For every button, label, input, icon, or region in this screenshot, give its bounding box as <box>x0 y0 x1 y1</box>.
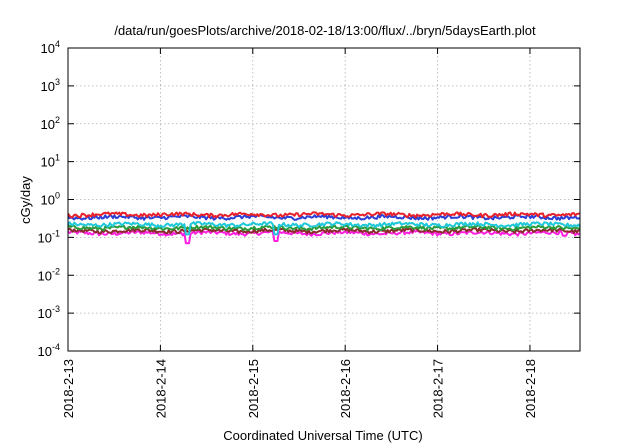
y-tick-base: 10 <box>38 268 52 283</box>
y-tick-label: 100 <box>41 191 60 208</box>
series-line <box>67 211 581 219</box>
y-tick-label: 104 <box>41 39 60 56</box>
y-tick-label: 10-3 <box>38 304 60 321</box>
series-line <box>67 229 581 245</box>
grid <box>67 47 580 352</box>
y-tick-exponent: -2 <box>52 266 60 276</box>
y-tick-label: 10-4 <box>38 342 60 359</box>
y-tick-exponent: 4 <box>55 39 60 49</box>
y-tick-base: 10 <box>41 155 55 170</box>
y-tick-base: 10 <box>38 230 52 245</box>
y-tick-exponent: 3 <box>55 77 60 87</box>
y-tick-exponent: 1 <box>55 153 60 163</box>
series-group <box>67 211 581 245</box>
y-tick-label: 103 <box>41 77 60 94</box>
x-tick-label: 2018-2-17 <box>431 359 446 418</box>
y-tick-base: 10 <box>41 193 55 208</box>
y-tick-exponent: -1 <box>52 228 60 238</box>
y-tick-exponent: 2 <box>55 115 60 125</box>
x-axis: 2018-2-13 2018-2-14 2018-2-15 2018-2-16 2018… <box>61 48 538 418</box>
series-line <box>67 221 581 236</box>
y-tick-exponent: -4 <box>52 342 60 352</box>
x-axis-label: Coordinated Universal Time (UTC) <box>223 428 422 443</box>
chart-title: /data/run/goesPlots/archive/2018-02-18/1… <box>114 23 536 38</box>
series-line <box>67 213 581 221</box>
y-tick-label: 102 <box>41 115 60 132</box>
y-tick-exponent: -3 <box>52 304 60 314</box>
x-tick-label: 2018-2-14 <box>153 359 168 418</box>
y-tick-label: 10-1 <box>38 228 60 245</box>
series-line <box>67 227 581 235</box>
x-tick-label: 2018-2-13 <box>61 359 76 418</box>
y-axis-label: cGy/day <box>18 176 33 224</box>
y-tick-base: 10 <box>41 117 55 132</box>
y-tick-base: 10 <box>41 41 55 56</box>
x-tick-label: 2018-2-15 <box>246 359 261 418</box>
y-tick-exponent: 0 <box>55 191 60 201</box>
y-tick-base: 10 <box>41 79 55 94</box>
y-tick-label: 101 <box>41 153 60 170</box>
x-tick-label: 2018-2-16 <box>338 359 353 418</box>
y-tick-label: 10-2 <box>38 266 60 283</box>
x-tick-label: 2018-2-18 <box>523 359 538 418</box>
y-tick-base: 10 <box>38 344 52 359</box>
y-tick-base: 10 <box>38 306 52 321</box>
